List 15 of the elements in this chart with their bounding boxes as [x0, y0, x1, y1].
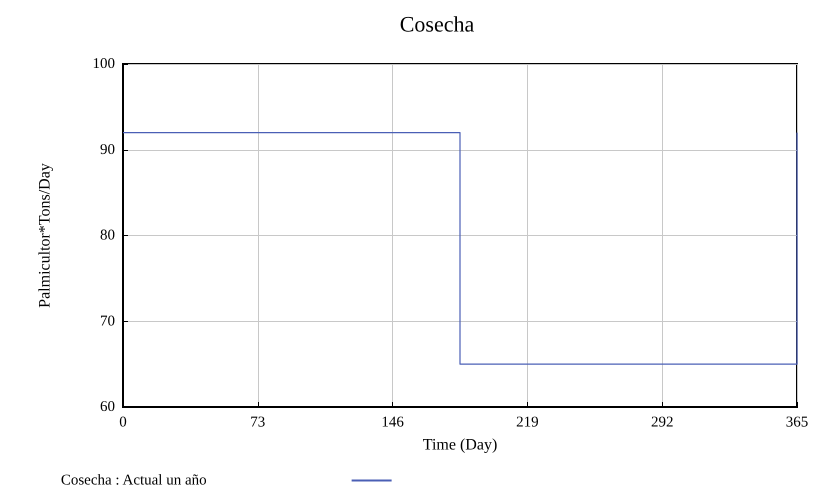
x-tick-label: 365	[786, 414, 808, 430]
x-tick-label: 0	[119, 414, 127, 430]
y-tick-label: 60	[100, 399, 115, 415]
x-tick-label: 73	[250, 414, 266, 430]
y-axis-title: Palmicultor*Tons/Day	[36, 163, 54, 308]
x-tick-label: 292	[650, 414, 674, 430]
y-tick-label: 70	[100, 313, 115, 330]
x-tick-label: 146	[381, 414, 404, 430]
y-tick-label: 100	[92, 56, 115, 72]
y-tick-label: 90	[100, 142, 115, 158]
chart-title: Cosecha	[400, 12, 474, 36]
x-axis-title: Time (Day)	[422, 436, 498, 454]
y-tick-label: 80	[100, 228, 115, 244]
x-tick-label: 219	[516, 414, 539, 430]
text: Cosecha : Actual un año	[60, 472, 207, 488]
